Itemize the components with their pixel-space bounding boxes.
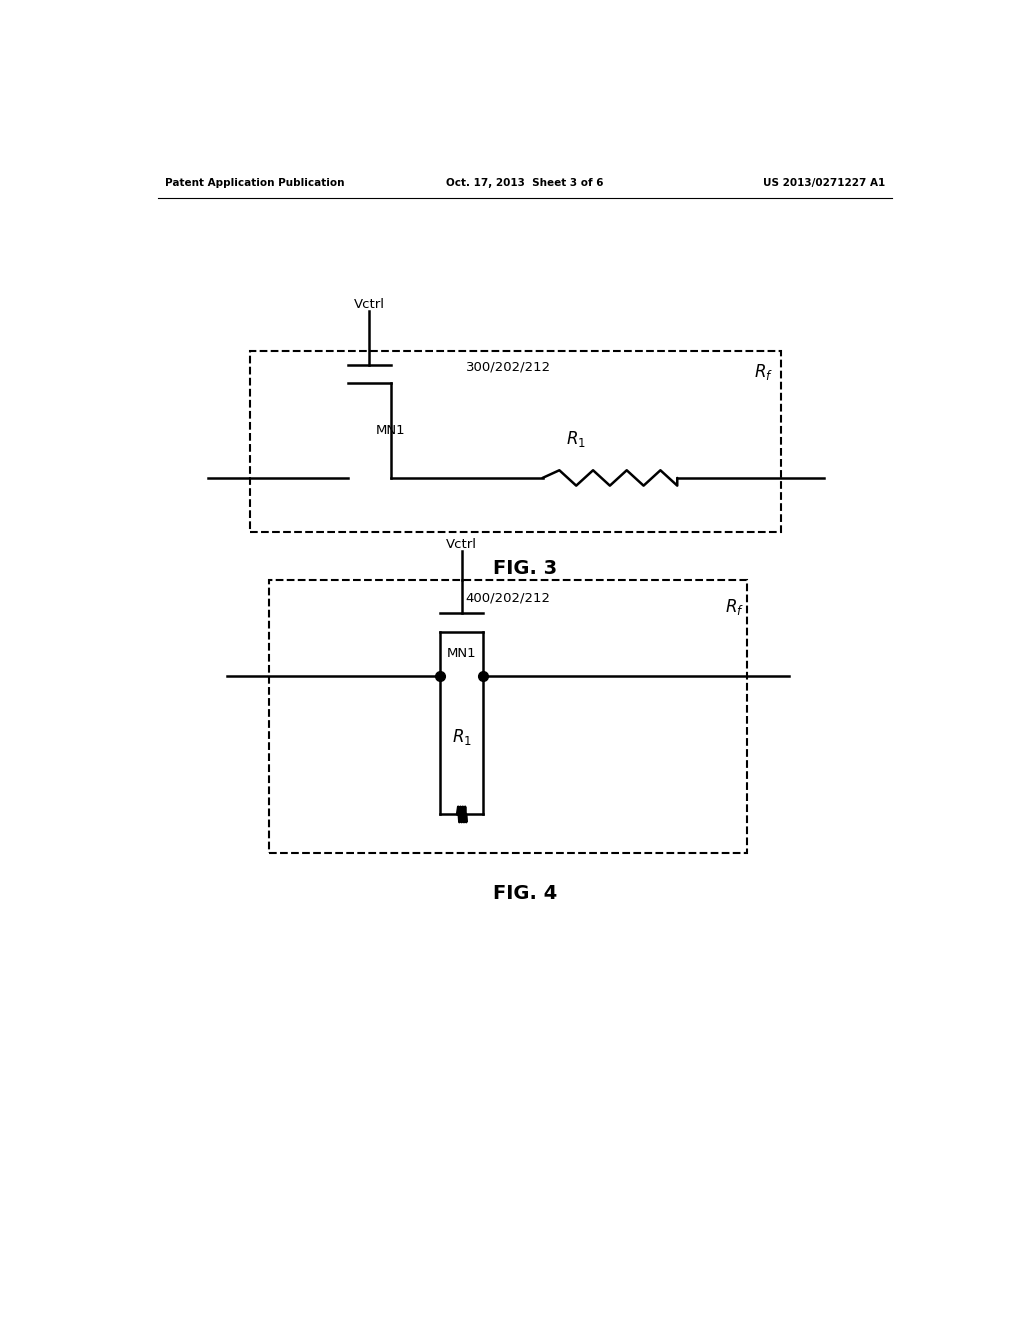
Text: $R_1$: $R_1$ <box>565 429 586 450</box>
Text: FIG. 3: FIG. 3 <box>493 558 557 578</box>
Text: $R_f$: $R_f$ <box>725 597 744 616</box>
Text: Vctrl: Vctrl <box>353 298 385 312</box>
Text: FIG. 4: FIG. 4 <box>493 884 557 903</box>
Text: Patent Application Publication: Patent Application Publication <box>165 178 345 187</box>
Text: $R_f$: $R_f$ <box>755 363 773 383</box>
Text: 300/202/212: 300/202/212 <box>466 360 551 374</box>
Text: Oct. 17, 2013  Sheet 3 of 6: Oct. 17, 2013 Sheet 3 of 6 <box>446 178 603 187</box>
Text: $R_1$: $R_1$ <box>452 727 472 747</box>
Text: 400/202/212: 400/202/212 <box>466 591 551 605</box>
Text: MN1: MN1 <box>446 647 476 660</box>
Text: MN1: MN1 <box>376 424 406 437</box>
Text: Vctrl: Vctrl <box>446 539 477 552</box>
Bar <box>250 351 781 532</box>
Bar <box>269 581 746 853</box>
Text: US 2013/0271227 A1: US 2013/0271227 A1 <box>763 178 885 187</box>
